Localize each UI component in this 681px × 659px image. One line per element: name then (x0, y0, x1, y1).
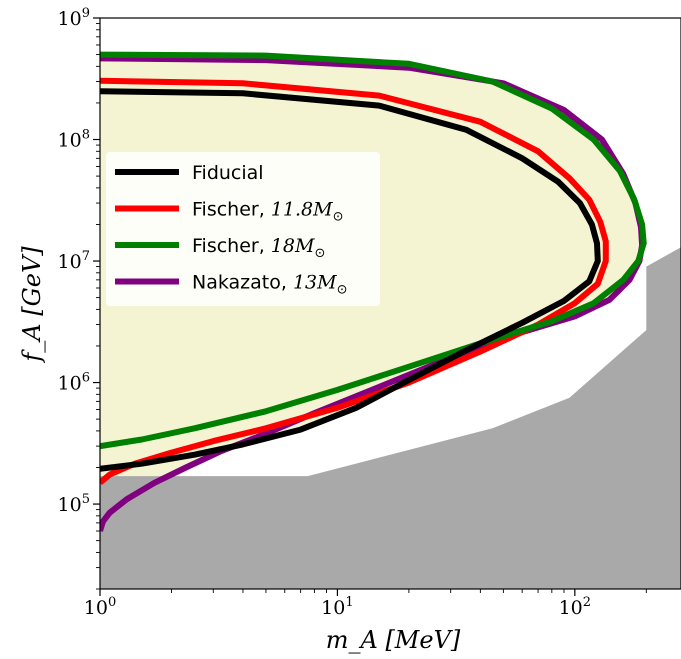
y-tick-label-3: 108 (58, 128, 90, 152)
series-line-0 (100, 55, 646, 532)
y-tick-label-0: 105 (58, 492, 90, 516)
legend-label-1: Fischer, 11.8M⊙ (192, 199, 343, 225)
series-line-3 (100, 88, 601, 472)
series-line-2 (100, 51, 647, 450)
series-line-1 (100, 77, 609, 486)
x-tick-label-0: 100 (84, 595, 116, 619)
x-tick-label-1: 101 (321, 595, 353, 619)
legend-box (106, 152, 380, 306)
x-axis-label: m_A [MeV] (326, 626, 461, 654)
legend-label-3: Nakazato, 13M⊙ (192, 272, 347, 298)
y-tick-label-1: 106 (58, 371, 90, 395)
legend-label-2: Fischer, 18M⊙ (192, 235, 325, 261)
plot-frame (99, 17, 681, 590)
y-tick-label-4: 109 (58, 6, 90, 30)
y-axis-label: f_A [GeV] (18, 246, 46, 364)
legend: Fiducial Fischer, 11.8M⊙ Fischer, 18M⊙ Naka… (106, 152, 380, 306)
excluded-region-0 (100, 247, 681, 589)
y-tick-label-2: 107 (58, 249, 90, 273)
excluded-region-1 (646, 372, 681, 589)
legend-label-0: Fiducial (192, 162, 264, 184)
x-tick-label-2: 102 (559, 595, 591, 619)
